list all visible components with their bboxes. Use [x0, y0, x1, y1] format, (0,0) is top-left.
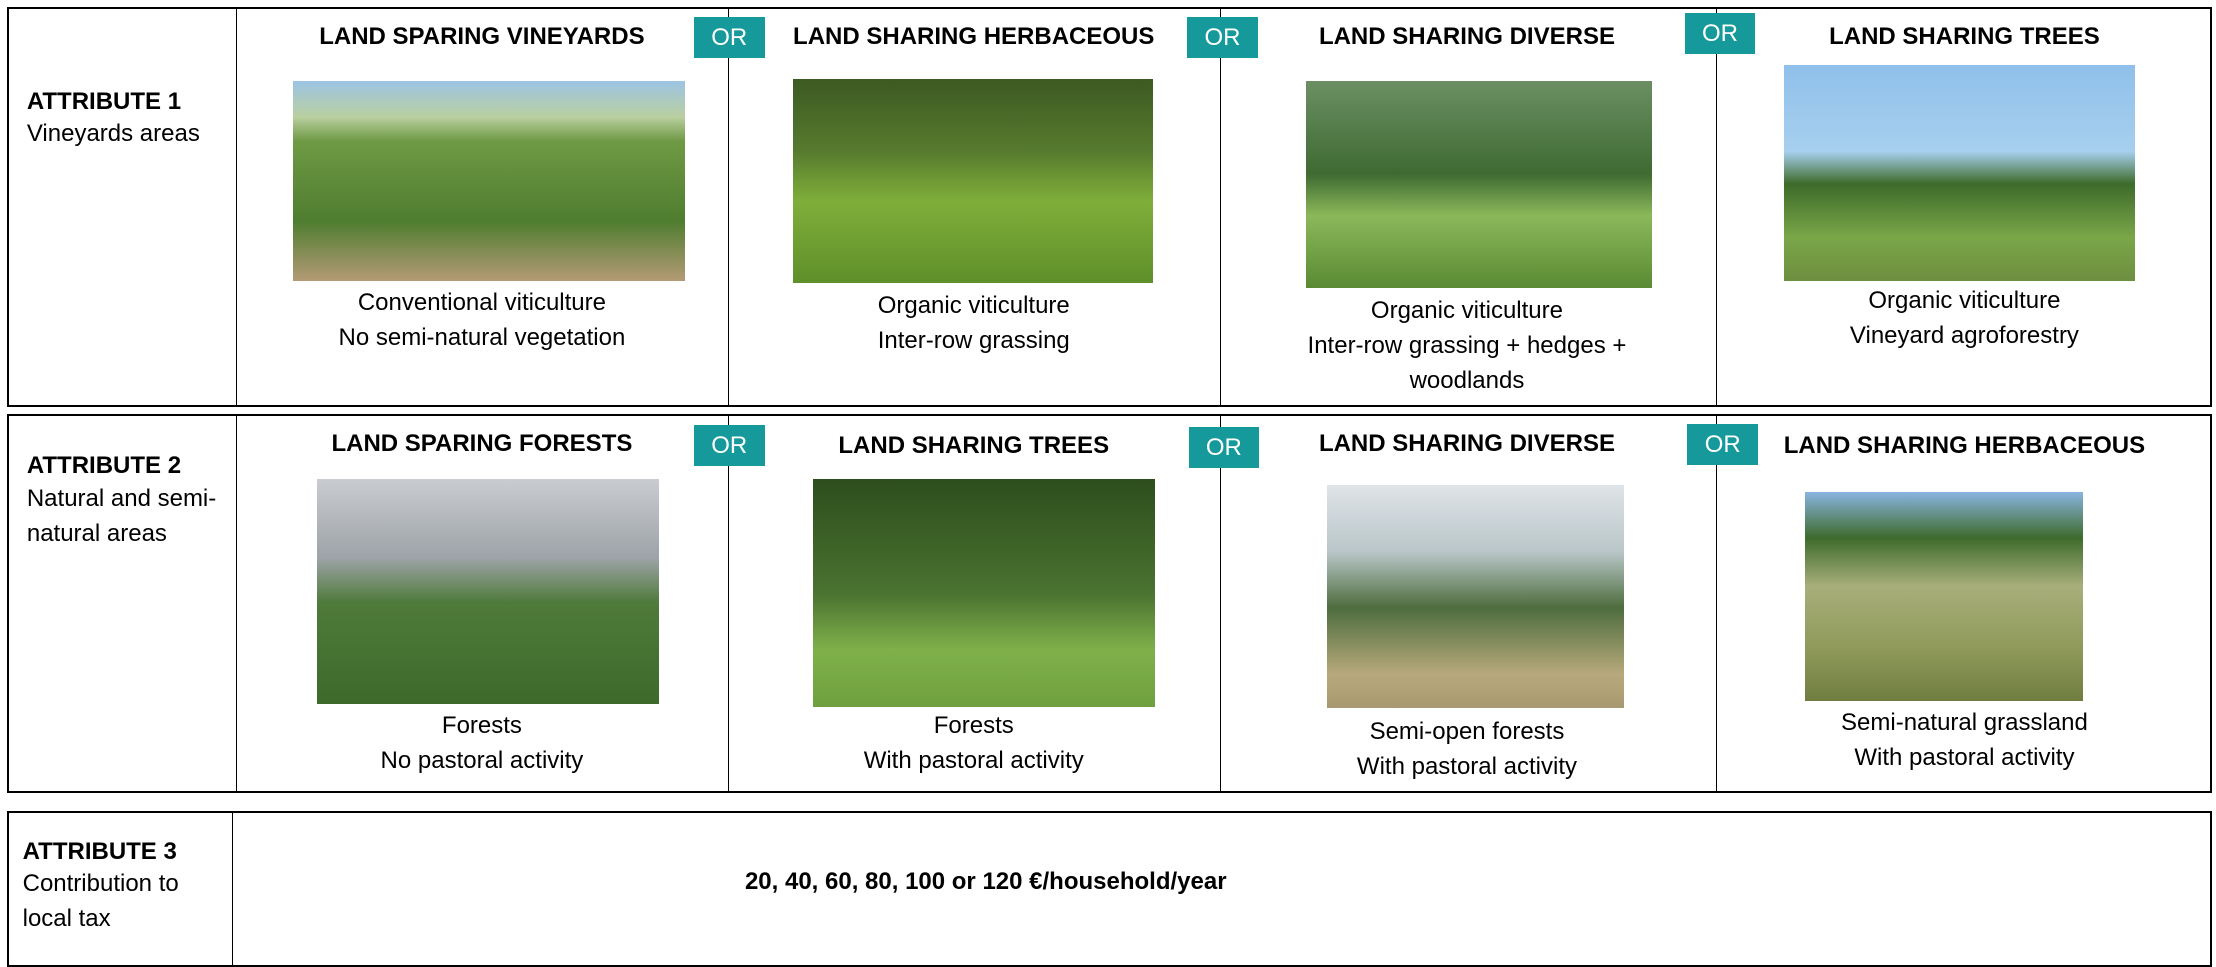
- caption-line: With pastoral activity: [1269, 749, 1665, 784]
- option-photo: [293, 81, 686, 282]
- or-badge: OR: [694, 17, 765, 58]
- option-photo: [1784, 65, 2136, 281]
- option-photo: [1805, 492, 2083, 701]
- divider: [1220, 414, 1221, 793]
- divider: [236, 414, 237, 793]
- divider: [1716, 7, 1717, 407]
- option-photo: [317, 479, 659, 704]
- option-photo: [1306, 81, 1652, 289]
- attribute-description: Vineyards areas: [27, 116, 227, 151]
- attribute-description: Natural and semi-natural areas: [27, 481, 227, 551]
- option-photo: [1327, 485, 1624, 708]
- option-heading: LAND SHARING HERBACEOUS: [733, 23, 1214, 51]
- caption-line: No pastoral activity: [284, 743, 680, 778]
- caption-line: Vineyard agroforestry: [1767, 318, 2163, 353]
- caption-line: Inter-row grassing + hedges + woodlands: [1269, 328, 1665, 398]
- caption-line: Conventional viticulture: [284, 285, 680, 320]
- caption-line: No semi-natural vegetation: [284, 320, 680, 355]
- option-photo: [793, 79, 1153, 283]
- divider: [1220, 7, 1221, 407]
- option-photo: [813, 479, 1155, 707]
- contribution-values: 20, 40, 60, 80, 100 or 120 €/household/y…: [565, 868, 1406, 896]
- caption-line: Forests: [284, 708, 680, 743]
- caption-line: Semi-natural grassland: [1767, 705, 2163, 740]
- divider: [1716, 414, 1717, 793]
- caption-line: With pastoral activity: [776, 743, 1172, 778]
- divider: [236, 7, 237, 407]
- or-badge: OR: [1687, 424, 1758, 465]
- option-heading: LAND SHARING TREES: [733, 432, 1214, 460]
- option-heading: LAND SHARING DIVERSE: [1227, 430, 1708, 458]
- caption-line: Inter-row grassing: [776, 323, 1172, 358]
- caption-line: Semi-open forests: [1269, 714, 1665, 749]
- divider: [728, 7, 729, 407]
- divider: [232, 811, 233, 966]
- option-heading: LAND SHARING DIVERSE: [1227, 23, 1708, 51]
- option-heading: LAND SHARING HERBACEOUS: [1724, 432, 2205, 460]
- option-heading: LAND SHARING TREES: [1724, 23, 2205, 51]
- or-badge: OR: [694, 425, 765, 466]
- attribute-title: ATTRIBUTE 2: [27, 452, 181, 480]
- attribute-title: ATTRIBUTE 3: [23, 838, 177, 866]
- page: (() => { const data = JSON.parse(documen…: [0, 0, 2216, 956]
- attribute-description: Contribution to local tax: [23, 866, 223, 936]
- option-heading: LAND SPARING VINEYARDS: [242, 23, 723, 51]
- caption-line: With pastoral activity: [1767, 740, 2163, 775]
- or-badge: OR: [1187, 17, 1258, 58]
- caption-line: Organic viticulture: [1767, 283, 2163, 318]
- option-heading: LAND SPARING FORESTS: [242, 430, 723, 458]
- or-badge: OR: [1685, 13, 1756, 54]
- caption-line: Forests: [776, 708, 1172, 743]
- caption-line: Organic viticulture: [1269, 293, 1665, 328]
- divider: [728, 414, 729, 793]
- attribute-title: ATTRIBUTE 1: [27, 88, 181, 116]
- or-badge: OR: [1189, 427, 1260, 468]
- caption-line: Organic viticulture: [776, 288, 1172, 323]
